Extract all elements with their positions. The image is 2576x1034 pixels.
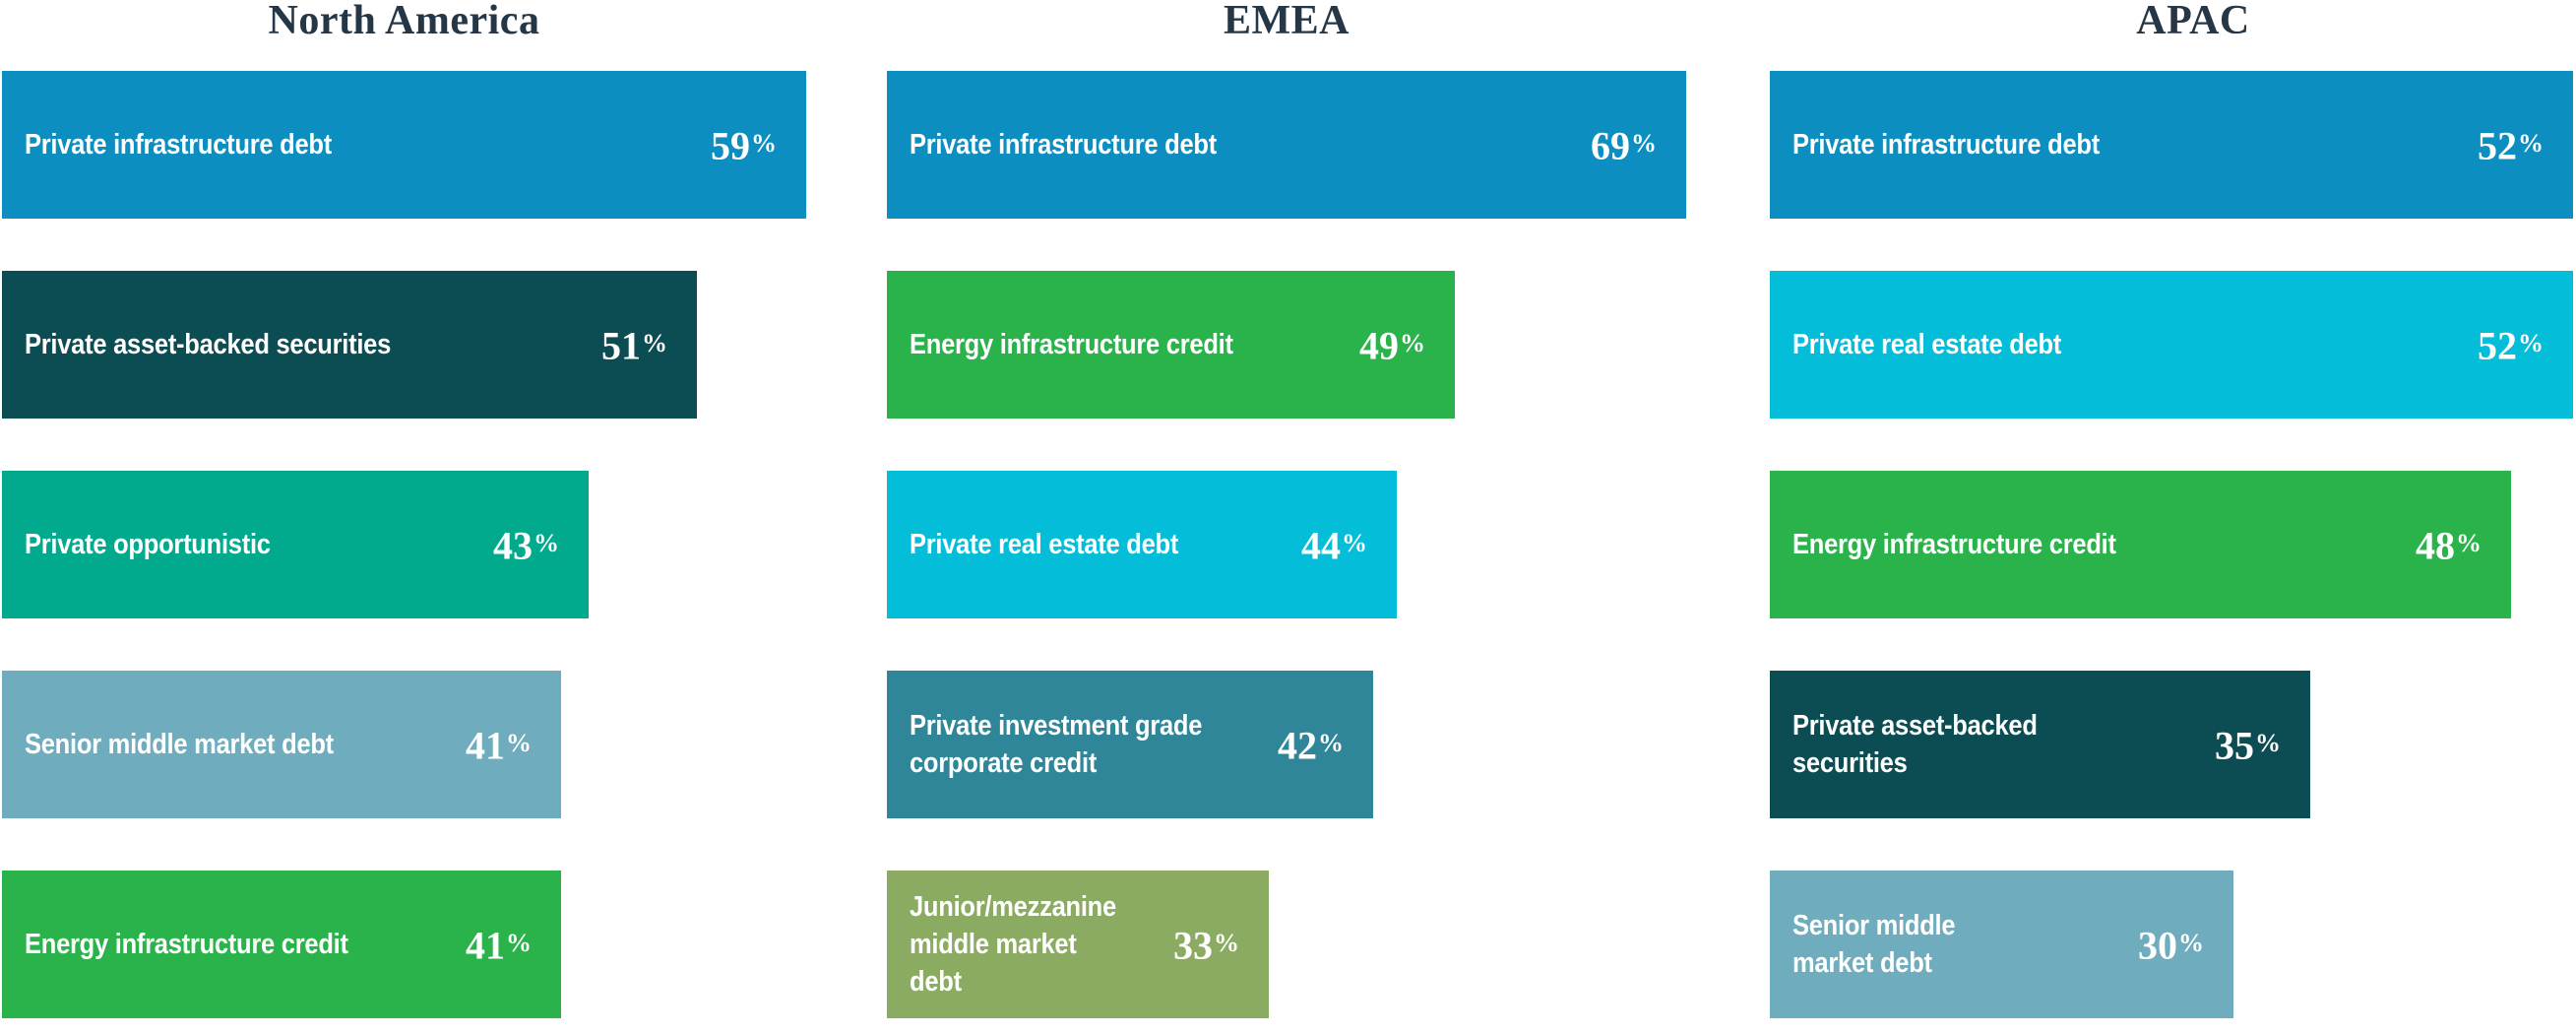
- bar-value: 69%: [1591, 123, 1657, 168]
- bar-label: Junior/mezzanine middle market debt: [910, 891, 1116, 998]
- bar-label: Energy infrastructure credit: [25, 929, 348, 960]
- bar-value: 59%: [711, 123, 777, 168]
- bar-label: Private asset-backed securities: [1792, 710, 2038, 779]
- bar-value: 49%: [1359, 323, 1425, 368]
- bar-value: 52%: [2478, 123, 2544, 168]
- bar-value: 42%: [1278, 723, 1344, 768]
- bar-label: Private infrastructure debt: [910, 129, 1217, 161]
- bar-emea-1: Energy infrastructure credit 49%: [887, 271, 1455, 419]
- bar-value: 43%: [493, 523, 559, 568]
- bar-north-america-1: Private asset-backed securities 51%: [2, 271, 697, 419]
- bar-emea-2: Private real estate debt 44%: [887, 471, 1397, 618]
- column-title-north-america: North America: [268, 0, 540, 43]
- bar-value: 51%: [601, 323, 667, 368]
- bar-value: 30%: [2138, 923, 2204, 968]
- bar-north-america-2: Private opportunistic 43%: [2, 471, 589, 618]
- bar-value: 33%: [1173, 923, 1239, 968]
- bar-label: Private infrastructure debt: [25, 129, 332, 161]
- bar-emea-4: Junior/mezzanine middle market debt 33%: [887, 871, 1269, 1018]
- bar-label: Senior middle market debt: [1792, 910, 1956, 979]
- bar-emea-0: Private infrastructure debt 69%: [887, 71, 1686, 219]
- bar-label: Energy infrastructure credit: [1792, 529, 2116, 560]
- column-title-emea: EMEA: [1224, 0, 1350, 43]
- bar-label: Private infrastructure debt: [1792, 129, 2100, 161]
- bar-north-america-4: Energy infrastructure credit 41%: [2, 871, 561, 1018]
- bar-label: Private real estate debt: [1792, 329, 2062, 360]
- bar-apac-3: Private asset-backed securities 35%: [1770, 671, 2310, 818]
- column-title-apac: APAC: [2136, 0, 2250, 43]
- bar-value: 41%: [466, 923, 532, 968]
- bar-label: Senior middle market debt: [25, 729, 334, 760]
- bar-value: 52%: [2478, 323, 2544, 368]
- bar-label: Private opportunistic: [25, 529, 271, 560]
- bar-label: Private real estate debt: [910, 529, 1179, 560]
- bar-emea-3: Private investment grade corporate credi…: [887, 671, 1373, 818]
- bar-north-america-0: Private infrastructure debt 59%: [2, 71, 806, 219]
- bar-value: 48%: [2416, 523, 2482, 568]
- bar-apac-4: Senior middle market debt 30%: [1770, 871, 2233, 1018]
- bar-label: Private investment grade corporate credi…: [910, 710, 1203, 779]
- bar-label: Energy infrastructure credit: [910, 329, 1233, 360]
- bar-label: Private asset-backed securities: [25, 329, 392, 360]
- bar-value: 44%: [1301, 523, 1367, 568]
- bar-apac-1: Private real estate debt 52%: [1770, 271, 2573, 419]
- bar-value: 41%: [466, 723, 532, 768]
- bar-value: 35%: [2215, 723, 2281, 768]
- bar-apac-0: Private infrastructure debt 52%: [1770, 71, 2573, 219]
- bar-apac-2: Energy infrastructure credit 48%: [1770, 471, 2511, 618]
- bar-north-america-3: Senior middle market debt 41%: [2, 671, 561, 818]
